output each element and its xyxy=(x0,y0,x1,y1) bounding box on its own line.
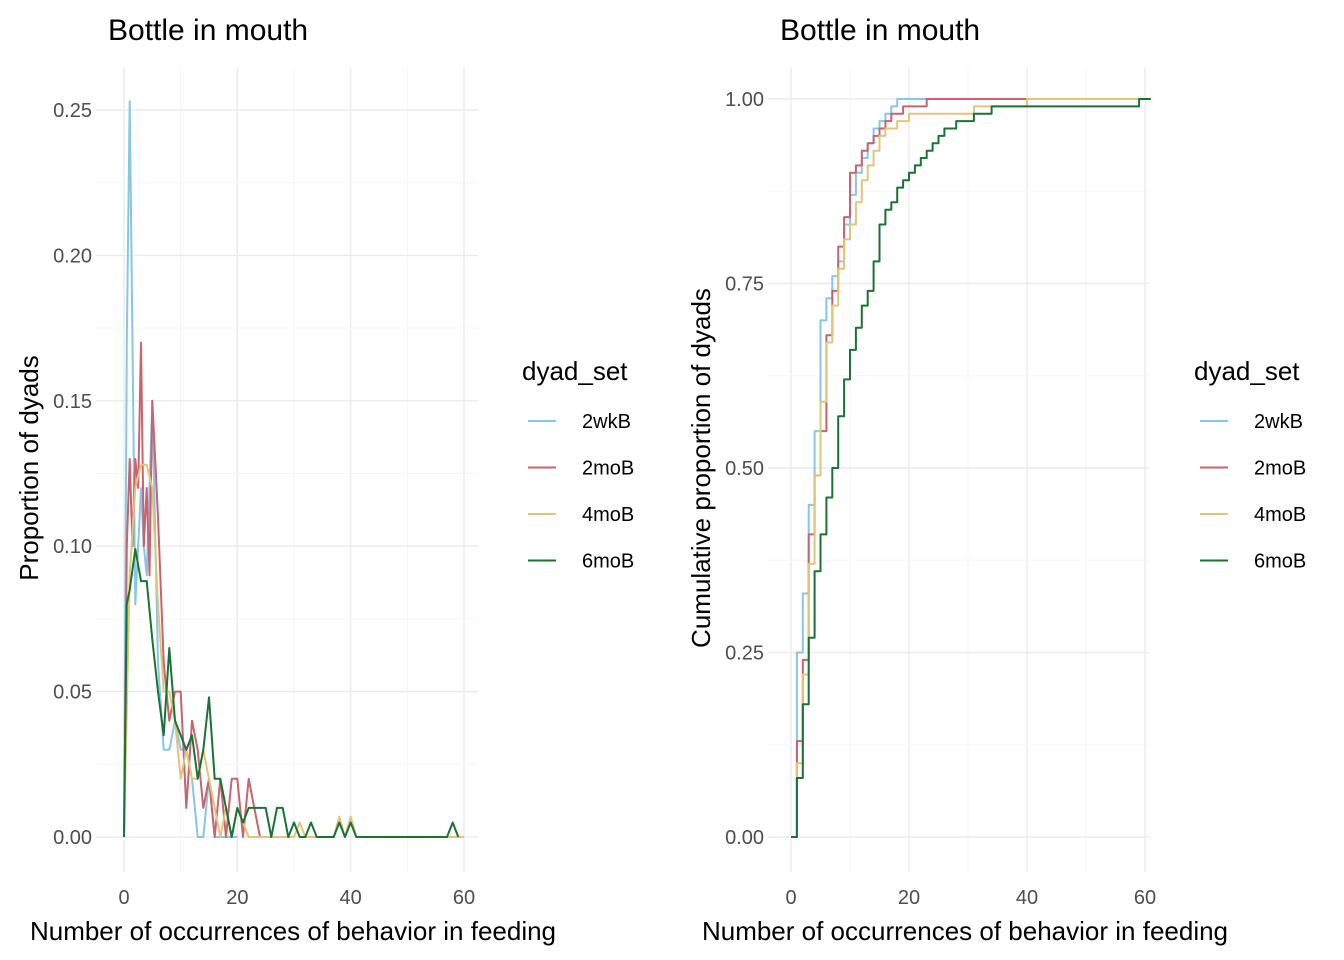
series-line-4moB xyxy=(791,98,1145,838)
x-axis-ticks: 0 20 40 60 xyxy=(785,887,1156,909)
series-line-2moB xyxy=(123,341,266,838)
density-panel: Bottle in mouth 0.00 0.05 0.10 0.15 0.20 0.25… xyxy=(14,14,634,946)
y-tick-label: 0.15 xyxy=(53,391,92,413)
legend-label: 4moB xyxy=(1254,504,1306,526)
y-tick-label: 0.10 xyxy=(53,536,92,558)
y-tick-label: 0.00 xyxy=(725,827,764,849)
legend-label: 4moB xyxy=(582,504,634,526)
series-line-6moB xyxy=(123,548,460,838)
y-tick-label: 0.05 xyxy=(53,682,92,704)
legend-label: 6moB xyxy=(1254,551,1306,573)
legend: dyad_set 2wkB 2moB 4moB 6moB xyxy=(1194,356,1306,573)
legend-label: 2wkB xyxy=(582,411,631,433)
chart-title: Bottle in mouth xyxy=(780,14,980,47)
y-tick-label: 0.20 xyxy=(53,245,92,267)
legend-label: 2moB xyxy=(1254,458,1306,480)
legend-label: 2moB xyxy=(582,458,634,480)
y-tick-label: 0.50 xyxy=(725,458,764,480)
x-axis-label: Number of occurrences of behavior in fee… xyxy=(702,916,1228,946)
x-axis-label: Number of occurrences of behavior in fee… xyxy=(30,916,556,946)
x-tick-label: 20 xyxy=(898,887,920,909)
x-tick-label: 60 xyxy=(453,887,475,909)
legend: dyad_set 2wkB 2moB 4moB 6moB xyxy=(522,356,634,573)
y-axis-ticks: 0.00 0.05 0.10 0.15 0.20 0.25 xyxy=(53,100,92,849)
series-group xyxy=(791,98,1151,838)
legend-label: 2wkB xyxy=(1254,411,1303,433)
legend-label: 6moB xyxy=(582,551,634,573)
x-tick-label: 20 xyxy=(226,887,248,909)
legend-title: dyad_set xyxy=(1194,356,1300,386)
x-tick-label: 0 xyxy=(785,887,796,909)
y-tick-label: 0.25 xyxy=(725,643,764,665)
series-group xyxy=(123,100,464,838)
x-tick-label: 60 xyxy=(1134,887,1156,909)
y-axis-ticks: 0.00 0.25 0.50 0.75 1.00 xyxy=(725,89,764,849)
y-tick-label: 0.75 xyxy=(725,274,764,296)
chart-title: Bottle in mouth xyxy=(108,14,308,47)
y-tick-label: 1.00 xyxy=(725,89,764,111)
x-axis-ticks: 0 20 40 60 xyxy=(118,887,475,909)
y-tick-label: 0.25 xyxy=(53,100,92,122)
y-tick-label: 0.00 xyxy=(53,827,92,849)
y-axis-label: Proportion of dyads xyxy=(14,355,44,580)
y-axis-label: Cumulative proportion of dyads xyxy=(686,288,716,648)
x-tick-label: 0 xyxy=(118,887,129,909)
x-tick-label: 40 xyxy=(1016,887,1038,909)
grid xyxy=(768,68,1150,872)
legend-title: dyad_set xyxy=(522,356,628,386)
x-tick-label: 40 xyxy=(340,887,362,909)
series-line-6moB xyxy=(791,98,1151,838)
cumulative-panel: Bottle in mouth 0.00 0.25 0.50 0.75 1.00 0 20… xyxy=(686,14,1306,946)
